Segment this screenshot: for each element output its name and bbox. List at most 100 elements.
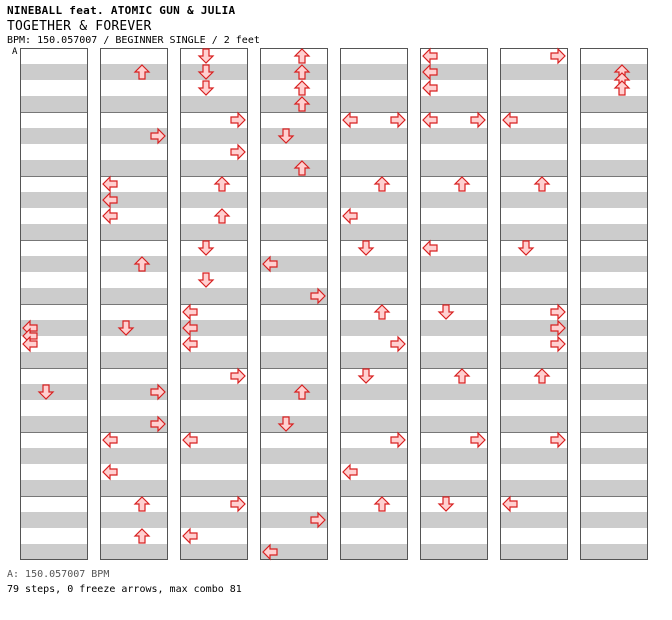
beat-stripe — [580, 192, 648, 208]
beat-stripe — [20, 416, 88, 432]
beat-stripe — [180, 192, 248, 208]
step-arrow-up-icon — [133, 256, 151, 272]
step-arrow-up-icon — [293, 80, 311, 96]
beat-stripe — [420, 416, 488, 432]
beat-stripe — [420, 320, 488, 336]
beat-stripe — [100, 256, 168, 272]
beat-stripe — [340, 512, 408, 528]
beat-stripe — [420, 288, 488, 304]
beat-stripe — [500, 512, 568, 528]
step-arrow-left-icon — [422, 239, 438, 257]
beat-stripe — [340, 192, 408, 208]
beat-stripe — [260, 64, 328, 80]
beat-stripe — [20, 512, 88, 528]
beat-stripe — [340, 544, 408, 560]
lane-border — [580, 48, 648, 560]
beat-stripe — [180, 544, 248, 560]
beat-stripe — [180, 64, 248, 80]
beat-stripe — [100, 160, 168, 176]
beat-stripe — [340, 128, 408, 144]
beat-stripe — [20, 160, 88, 176]
beat-stripe — [340, 352, 408, 368]
beat-stripe — [260, 96, 328, 112]
beat-stripe — [260, 512, 328, 528]
beat-stripe — [260, 384, 328, 400]
beat-stripe — [580, 288, 648, 304]
beat-stripe — [580, 128, 648, 144]
beat-stripe — [580, 224, 648, 240]
beat-stripe — [180, 480, 248, 496]
beat-stripe — [100, 512, 168, 528]
beat-stripe — [100, 416, 168, 432]
step-arrow-left-icon — [102, 207, 118, 225]
step-arrow-right-icon — [230, 143, 246, 161]
step-stats: 79 steps, 0 freeze arrows, max combo 81 — [7, 584, 242, 595]
beat-stripe — [260, 320, 328, 336]
beat-stripe — [340, 384, 408, 400]
step-arrow-left-icon — [342, 111, 358, 129]
step-arrow-right-icon — [230, 111, 246, 129]
beat-stripe — [260, 480, 328, 496]
beat-stripe — [420, 192, 488, 208]
step-arrow-down-icon — [277, 416, 295, 432]
step-arrow-right-icon — [550, 335, 566, 353]
step-arrow-left-icon — [422, 63, 438, 81]
beat-stripe — [420, 128, 488, 144]
beat-stripe — [100, 64, 168, 80]
beat-stripe — [180, 288, 248, 304]
step-arrow-right-icon — [310, 511, 326, 529]
step-arrow-left-icon — [182, 527, 198, 545]
beat-stripe — [100, 320, 168, 336]
beat-stripe — [180, 256, 248, 272]
step-arrow-left-icon — [262, 255, 278, 273]
beat-stripe — [260, 160, 328, 176]
beat-stripe — [340, 320, 408, 336]
beat-stripe — [180, 160, 248, 176]
step-arrow-left-icon — [102, 175, 118, 193]
beat-stripe — [580, 384, 648, 400]
step-arrow-left-icon — [182, 335, 198, 353]
beat-stripe — [500, 288, 568, 304]
beat-stripe — [260, 288, 328, 304]
beat-stripe — [500, 64, 568, 80]
beat-stripe — [260, 544, 328, 560]
beat-stripe — [20, 320, 88, 336]
beat-stripe — [100, 224, 168, 240]
step-arrow-right-icon — [150, 127, 166, 145]
beat-stripe — [340, 288, 408, 304]
lane-border — [500, 48, 568, 560]
beat-stripe — [580, 416, 648, 432]
step-arrow-down-icon — [357, 368, 375, 384]
lane-border — [20, 48, 88, 560]
step-arrow-up-icon — [533, 176, 551, 192]
beat-stripe — [420, 224, 488, 240]
beat-stripe — [340, 96, 408, 112]
beat-stripe — [420, 352, 488, 368]
beat-stripe — [500, 480, 568, 496]
beat-stripe — [340, 448, 408, 464]
beat-stripe — [20, 256, 88, 272]
beat-stripe — [580, 544, 648, 560]
beat-stripe — [180, 224, 248, 240]
beat-stripe — [500, 352, 568, 368]
beat-stripe — [580, 448, 648, 464]
lane-border — [100, 48, 168, 560]
step-arrow-up-icon — [293, 48, 311, 64]
step-arrow-up-icon — [293, 96, 311, 112]
step-arrow-left-icon — [102, 191, 118, 209]
step-arrow-left-icon — [422, 47, 438, 65]
step-arrow-right-icon — [550, 431, 566, 449]
lane-border — [180, 48, 248, 560]
beat-stripe — [500, 128, 568, 144]
beat-stripe — [100, 192, 168, 208]
beat-stripe — [580, 64, 648, 80]
step-arrow-up-icon — [453, 176, 471, 192]
beat-stripe — [100, 96, 168, 112]
beat-stripe — [500, 384, 568, 400]
step-arrow-up-icon — [533, 368, 551, 384]
beat-stripe — [260, 224, 328, 240]
beat-stripe — [20, 192, 88, 208]
step-arrow-down-icon — [437, 496, 455, 512]
step-arrow-left-icon — [422, 111, 438, 129]
